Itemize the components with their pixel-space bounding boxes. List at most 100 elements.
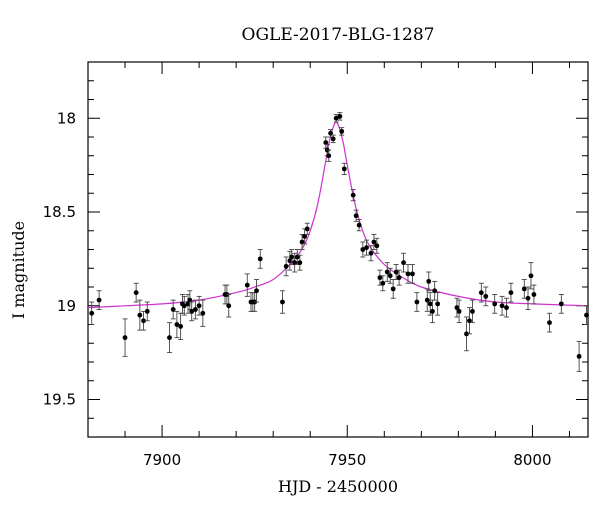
data-point (189, 301, 195, 322)
data-point (96, 290, 102, 310)
data-point (356, 219, 362, 232)
axis-tick-labels: 7900 7950 8000 18 18.5 19 19.5 (43, 109, 552, 469)
data-marker (499, 303, 505, 309)
data-points (89, 112, 590, 372)
data-marker (405, 271, 411, 277)
data-marker (96, 297, 102, 303)
data-marker (337, 113, 343, 119)
data-marker (170, 307, 176, 312)
data-point (337, 112, 343, 121)
data-point (508, 282, 514, 303)
plot-area: 7900 7950 8000 18 18.5 19 19.5 (43, 61, 590, 469)
data-marker (377, 275, 383, 281)
data-point (405, 264, 411, 284)
data-point (466, 307, 472, 335)
data-point (137, 299, 143, 331)
data-marker (254, 288, 259, 294)
data-marker (196, 303, 202, 309)
x-axis-label: HJD - 2450000 (278, 477, 398, 496)
data-marker (356, 222, 362, 228)
data-marker (141, 318, 146, 324)
data-marker (426, 278, 432, 284)
x-tick-label: 8000 (513, 451, 551, 469)
data-point (576, 340, 582, 372)
y-axis-label: I magnitude (9, 221, 28, 319)
data-point (297, 254, 303, 271)
data-point (122, 318, 128, 357)
data-marker (200, 310, 206, 316)
data-marker (531, 292, 537, 297)
data-point (531, 284, 537, 305)
data-point (464, 316, 470, 352)
data-point (456, 299, 462, 324)
data-point (196, 295, 202, 316)
data-point (326, 149, 332, 162)
data-point (144, 301, 150, 322)
data-point (244, 273, 250, 297)
data-point (521, 279, 527, 299)
data-marker (525, 295, 531, 301)
data-marker (432, 288, 438, 294)
data-marker (122, 335, 128, 341)
data-marker (257, 256, 263, 262)
data-point (339, 127, 345, 136)
data-marker (328, 130, 333, 136)
data-marker (467, 318, 472, 324)
data-point (469, 299, 475, 324)
data-point (387, 267, 393, 284)
y-tick-label: 18.5 (43, 203, 76, 221)
data-point (364, 239, 370, 256)
data-marker (390, 286, 396, 292)
data-point (185, 294, 191, 314)
data-marker (297, 260, 303, 266)
data-point (499, 295, 505, 316)
data-marker (283, 263, 289, 269)
data-marker (299, 239, 305, 245)
data-marker (504, 305, 509, 311)
data-marker (181, 303, 187, 309)
y-tick-label: 18 (57, 109, 76, 127)
data-point (360, 241, 366, 258)
data-point (89, 301, 95, 325)
data-marker (289, 254, 295, 260)
data-marker (292, 260, 298, 266)
data-marker (393, 269, 399, 275)
data-point (371, 234, 377, 250)
data-point (435, 292, 441, 316)
data-point (409, 264, 415, 284)
data-marker (371, 239, 377, 245)
data-point (396, 269, 402, 286)
data-marker (304, 226, 310, 232)
data-marker (521, 286, 527, 292)
data-marker (287, 258, 293, 264)
data-point (174, 310, 180, 339)
data-point (384, 262, 390, 282)
data-marker (387, 273, 393, 279)
data-point (257, 249, 263, 269)
data-marker (435, 301, 441, 307)
data-marker (430, 308, 435, 314)
data-point (454, 297, 460, 318)
data-marker (302, 233, 308, 239)
data-point (432, 280, 438, 301)
data-point (141, 310, 147, 331)
data-marker (410, 271, 415, 277)
data-point (528, 262, 534, 290)
data-point (424, 288, 430, 312)
data-marker (396, 275, 402, 281)
y-tick-label: 19 (57, 297, 76, 315)
data-marker (193, 307, 198, 312)
data-marker (178, 323, 183, 329)
data-point (390, 279, 396, 299)
data-marker (244, 282, 250, 288)
data-point (350, 189, 356, 202)
data-marker (174, 322, 180, 327)
data-marker (364, 245, 369, 251)
data-point (341, 162, 347, 175)
data-marker (144, 308, 150, 314)
data-point (287, 250, 293, 271)
data-point (283, 256, 289, 277)
data-point (584, 305, 590, 325)
data-marker (576, 353, 582, 359)
